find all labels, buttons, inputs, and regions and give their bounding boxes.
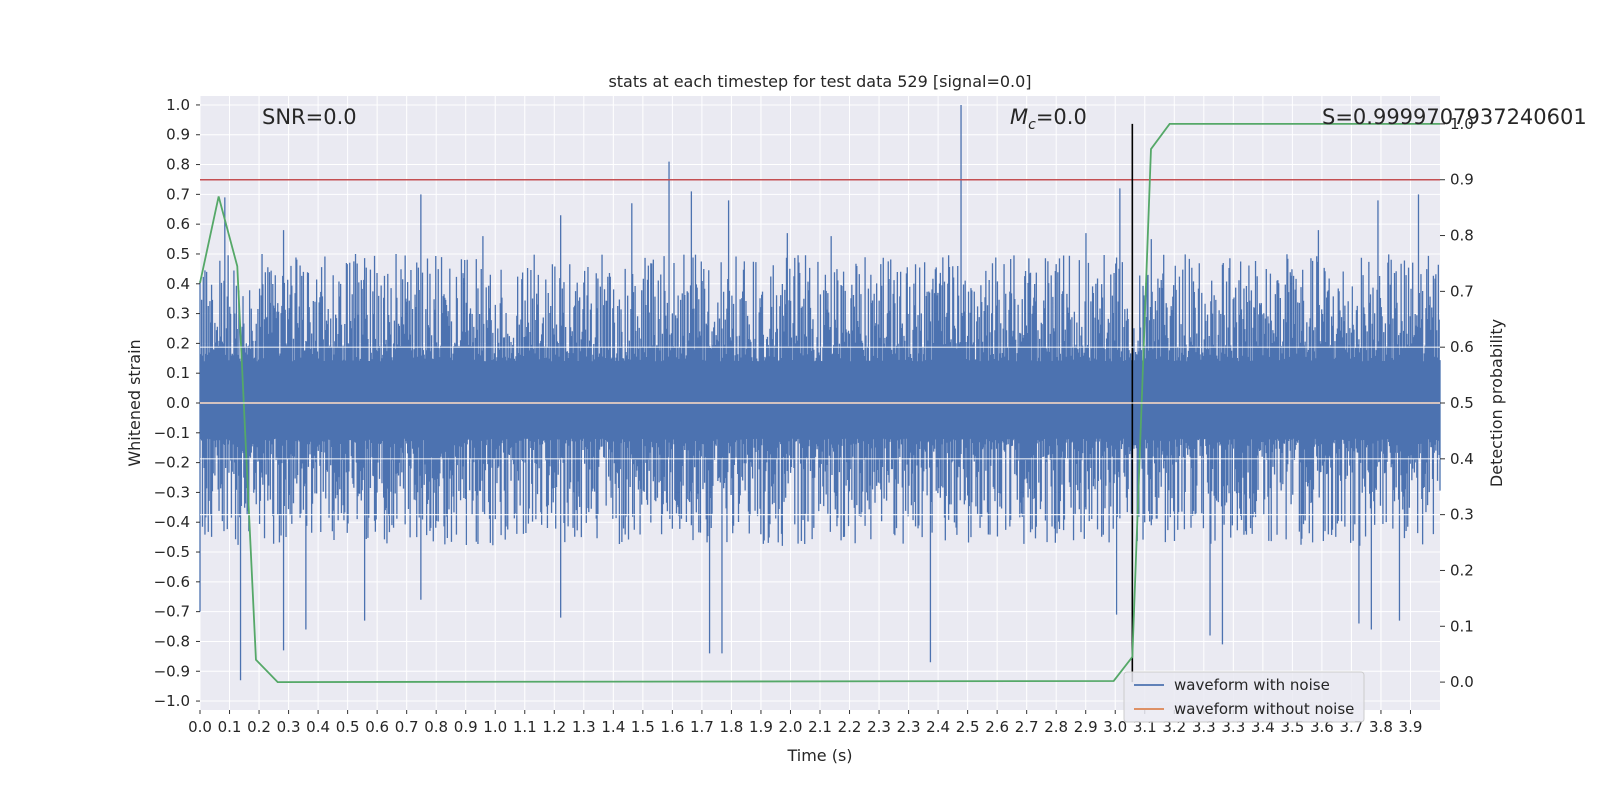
y2-tick-label: 0.1 [1450, 617, 1474, 635]
detection-probability-series [199, 123, 1440, 683]
x-tick-label: 0.1 [218, 718, 242, 736]
x-tick-label: 2.4 [926, 718, 950, 736]
x-tick-label: 2.5 [956, 718, 980, 736]
x-tick-label: 2.6 [985, 718, 1009, 736]
detection-probability-line [199, 123, 1440, 683]
x-tick-label: 1.8 [719, 718, 743, 736]
y-tick-label: −0.7 [154, 603, 190, 621]
y-tick-label: 0.6 [166, 215, 190, 233]
x-tick-label: 1.1 [513, 718, 537, 736]
x-tick-label: 1.4 [601, 718, 625, 736]
x-tick-label: 0.2 [247, 718, 271, 736]
chirp-mass-subscript: c [1028, 117, 1036, 133]
y2-axis-label: Detection probability [1487, 319, 1506, 487]
chirp-mass-annotation: Mc=0.0 [1010, 105, 1087, 133]
x-tick-label: 3.0 [1103, 718, 1127, 736]
y-tick-label: 1.0 [166, 96, 190, 114]
x-tick-label: 1.3 [572, 718, 596, 736]
x-tick-label: 0.3 [277, 718, 301, 736]
x-tick-label: 3.9 [1399, 718, 1423, 736]
y-tick-label: −0.2 [154, 454, 190, 472]
x-tick-label: 0.7 [395, 718, 419, 736]
y-tick-label: 0.4 [166, 275, 190, 293]
x-tick-label: 0.4 [306, 718, 330, 736]
chirp-mass-value: =0.0 [1036, 105, 1087, 129]
x-tick-label: 2.3 [867, 718, 891, 736]
x-tick-label: 2.9 [1074, 718, 1098, 736]
x-tick-label: 2.7 [1015, 718, 1039, 736]
legend-box [1123, 671, 1365, 723]
noisy-waveform-path [199, 104, 1441, 681]
waveform-with-noise-series [199, 104, 1441, 681]
y2-tick-label: 0.4 [1450, 450, 1474, 468]
x-tick-label: 1.2 [542, 718, 566, 736]
legend: waveform with noise waveform without noi… [1123, 671, 1365, 723]
y2-tick-label: 0.5 [1450, 394, 1474, 412]
y2-tick-label: 0.3 [1450, 506, 1474, 524]
y-tick-label: −0.6 [154, 573, 190, 591]
x-tick-label: 2.2 [838, 718, 862, 736]
x-tick-label: 0.6 [365, 718, 389, 736]
y-tick-label: −1.0 [154, 692, 190, 710]
x-tick-label: 1.7 [690, 718, 714, 736]
y-tick-label: −0.3 [154, 483, 190, 501]
y2-tick-label: 0.2 [1450, 561, 1474, 579]
score-annotation: S=0.9999707937240601 [1322, 105, 1587, 129]
y-tick-label: −0.1 [154, 424, 190, 442]
y2-tick-label: 0.0 [1450, 673, 1474, 691]
y-tick-label: −0.9 [154, 662, 190, 680]
y2-axis-ticks: 1.0 0.9 0.8 0.7 0.6 0.5 0.4 0.3 0.2 0.1 0.0 [1440, 115, 1474, 691]
y2-tick-label: 0.6 [1450, 338, 1474, 356]
y-tick-label: 0.2 [166, 334, 190, 352]
y-tick-label: 0.5 [166, 245, 190, 263]
chart-title: stats at each timestep for test data 529… [608, 72, 1031, 91]
y-tick-label: 0.7 [166, 185, 190, 203]
y2-tick-label: 0.9 [1450, 171, 1474, 189]
x-tick-label: 1.6 [660, 718, 684, 736]
y-tick-label: −0.5 [154, 543, 190, 561]
x-tick-label: 2.0 [779, 718, 803, 736]
x-tick-label: 0.5 [336, 718, 360, 736]
legend-label-noisy: waveform with noise [1174, 676, 1330, 694]
x-tick-label: 1.9 [749, 718, 773, 736]
y-tick-label: −0.8 [154, 632, 190, 650]
x-tick-label: 0.8 [424, 718, 448, 736]
y-tick-label: 0.9 [166, 126, 190, 144]
y2-tick-label: 1.0 [1450, 115, 1474, 133]
x-tick-label: 2.1 [808, 718, 832, 736]
gridline-overlay [200, 346, 1440, 516]
legend-label-clean: waveform without noise [1174, 700, 1354, 718]
chirp-mass-symbol: M [1010, 105, 1028, 129]
y2-tick-label: 0.7 [1450, 282, 1474, 300]
y-tick-label: 0.0 [166, 394, 190, 412]
x-tick-label: 0.0 [188, 718, 212, 736]
y-axis-label: Whitened strain [125, 339, 144, 466]
y-tick-label: −0.4 [154, 513, 190, 531]
x-tick-label: 2.8 [1044, 718, 1068, 736]
x-tick-label: 2.3 [897, 718, 921, 736]
y-tick-label: 0.8 [166, 156, 190, 174]
x-tick-label: 0.9 [454, 718, 478, 736]
snr-annotation: SNR=0.0 [262, 105, 357, 129]
y2-tick-label: 0.8 [1450, 227, 1474, 245]
x-tick-label: 3.8 [1369, 718, 1393, 736]
y-tick-label: 0.1 [166, 364, 190, 382]
y-tick-label: 0.3 [166, 305, 190, 323]
x-tick-label: 1.5 [631, 718, 655, 736]
x-axis-label: Time (s) [786, 746, 852, 765]
y-axis-ticks: 1.0 0.9 0.8 0.7 0.6 0.5 0.4 0.3 0.2 0.1 0.0 −0.1 −0.… [154, 96, 200, 710]
x-tick-label: 1.0 [483, 718, 507, 736]
